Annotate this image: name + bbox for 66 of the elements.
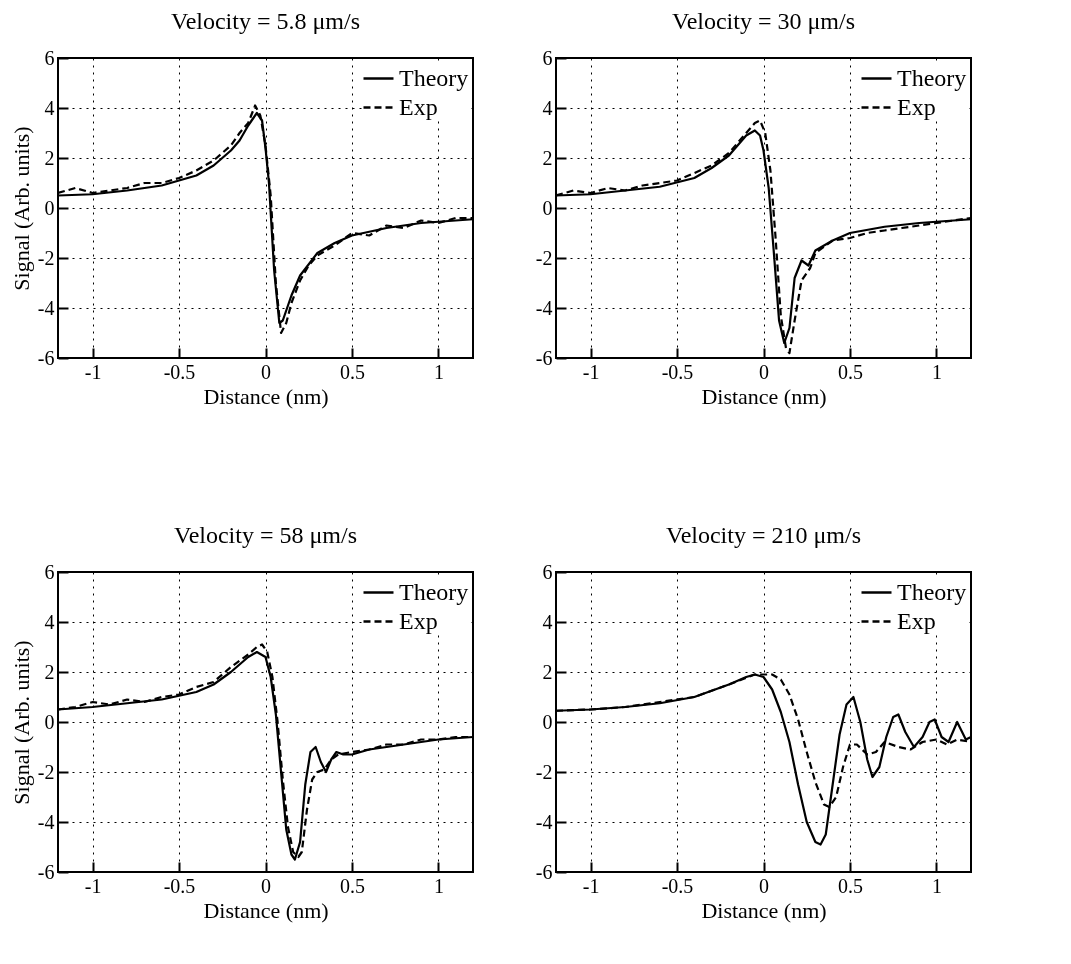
y-tick-label: 0 bbox=[542, 196, 553, 219]
x-axis-title: Distance (nm) bbox=[701, 383, 827, 409]
y-axis-title: Signal (Arb. units) bbox=[8, 640, 34, 805]
y-tick-label: -2 bbox=[535, 246, 553, 269]
chart-title: Velocity = 58 μm/s bbox=[173, 522, 358, 548]
x-axis-title: Distance (nm) bbox=[203, 383, 329, 409]
x-tick-label: 0.5 bbox=[837, 360, 863, 383]
y-tick-label: -2 bbox=[37, 246, 55, 269]
y-axis-title: Signal (Arb. units) bbox=[8, 126, 34, 291]
y-tick-label: -2 bbox=[535, 760, 553, 783]
y-tick-label: -4 bbox=[535, 296, 553, 319]
x-tick-label: -1 bbox=[84, 874, 102, 897]
x-tick-label: -0.5 bbox=[163, 874, 196, 897]
x-tick-label: 0.5 bbox=[339, 874, 365, 897]
legend-label: Exp bbox=[399, 93, 438, 120]
y-tick-label: 6 bbox=[542, 560, 553, 583]
y-tick-label: 2 bbox=[44, 146, 55, 169]
y-tick-label: -4 bbox=[535, 810, 553, 833]
y-tick-label: 0 bbox=[44, 710, 55, 733]
x-tick-label: 1 bbox=[931, 360, 942, 383]
legend-label: Exp bbox=[399, 607, 438, 634]
x-tick-label: 0 bbox=[759, 874, 769, 897]
x-tick-label: 1 bbox=[931, 874, 942, 897]
y-tick-label: 4 bbox=[44, 96, 55, 119]
y-tick-label: -6 bbox=[37, 346, 55, 369]
y-tick-label: -6 bbox=[37, 860, 55, 883]
y-tick-label: 2 bbox=[542, 146, 553, 169]
legend-label: Exp bbox=[897, 93, 936, 120]
legend-label: Theory bbox=[897, 64, 967, 91]
y-tick-label: 6 bbox=[44, 560, 55, 583]
y-tick-label: -4 bbox=[37, 296, 55, 319]
x-tick-label: 0 bbox=[261, 874, 271, 897]
chart-title: Velocity = 5.8 μm/s bbox=[170, 8, 361, 34]
x-tick-label: -0.5 bbox=[163, 360, 196, 383]
y-tick-label: 4 bbox=[542, 610, 553, 633]
x-tick-label: -1 bbox=[84, 360, 102, 383]
y-tick-label: 2 bbox=[44, 660, 55, 683]
x-tick-label: -0.5 bbox=[661, 874, 694, 897]
x-tick-label: 0.5 bbox=[837, 874, 863, 897]
legend-label: Theory bbox=[399, 64, 469, 91]
chart-title: Velocity = 210 μm/s bbox=[665, 522, 862, 548]
y-tick-label: 0 bbox=[44, 196, 55, 219]
x-tick-label: 0 bbox=[261, 360, 271, 383]
x-tick-label: 1 bbox=[433, 874, 444, 897]
x-tick-label: -1 bbox=[582, 360, 600, 383]
legend-label: Exp bbox=[897, 607, 936, 634]
legend-label: Theory bbox=[897, 578, 967, 605]
y-tick-label: 0 bbox=[542, 710, 553, 733]
y-tick-label: -4 bbox=[37, 810, 55, 833]
legend-label: Theory bbox=[399, 578, 469, 605]
x-axis-title: Distance (nm) bbox=[701, 897, 827, 923]
y-tick-label: -2 bbox=[37, 760, 55, 783]
y-tick-label: 6 bbox=[542, 46, 553, 69]
y-tick-label: 2 bbox=[542, 660, 553, 683]
chart-title: Velocity = 30 μm/s bbox=[671, 8, 856, 34]
y-tick-label: -6 bbox=[535, 860, 553, 883]
x-axis-title: Distance (nm) bbox=[203, 897, 329, 923]
x-tick-label: 0.5 bbox=[339, 360, 365, 383]
y-tick-label: -6 bbox=[535, 346, 553, 369]
x-tick-label: 1 bbox=[433, 360, 444, 383]
x-tick-label: 0 bbox=[759, 360, 769, 383]
x-tick-label: -1 bbox=[582, 874, 600, 897]
x-tick-label: -0.5 bbox=[661, 360, 694, 383]
y-tick-label: 4 bbox=[44, 610, 55, 633]
y-tick-label: 4 bbox=[542, 96, 553, 119]
y-tick-label: 6 bbox=[44, 46, 55, 69]
